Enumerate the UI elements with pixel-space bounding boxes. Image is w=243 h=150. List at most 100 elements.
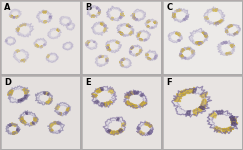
Polygon shape <box>24 95 28 99</box>
Polygon shape <box>145 19 158 29</box>
Polygon shape <box>129 31 133 35</box>
Polygon shape <box>49 123 54 127</box>
Polygon shape <box>17 129 19 131</box>
Polygon shape <box>179 47 195 60</box>
Polygon shape <box>181 48 184 52</box>
Polygon shape <box>92 86 117 107</box>
Polygon shape <box>13 17 15 18</box>
Polygon shape <box>129 45 143 56</box>
Polygon shape <box>130 9 146 21</box>
Polygon shape <box>44 44 45 45</box>
Polygon shape <box>86 41 89 45</box>
Polygon shape <box>48 28 61 39</box>
Polygon shape <box>57 29 60 31</box>
Polygon shape <box>119 32 123 35</box>
Polygon shape <box>215 22 219 25</box>
Polygon shape <box>176 32 181 36</box>
Polygon shape <box>9 9 21 18</box>
Polygon shape <box>140 132 144 135</box>
Polygon shape <box>121 64 124 66</box>
Polygon shape <box>45 92 48 95</box>
Polygon shape <box>54 122 60 124</box>
Polygon shape <box>150 130 153 132</box>
Polygon shape <box>119 61 122 63</box>
Polygon shape <box>9 124 11 126</box>
Polygon shape <box>6 123 20 135</box>
Polygon shape <box>146 50 158 61</box>
Text: A: A <box>4 3 11 12</box>
Polygon shape <box>13 49 29 62</box>
Polygon shape <box>8 86 30 103</box>
Polygon shape <box>130 51 132 53</box>
Polygon shape <box>132 16 136 20</box>
Polygon shape <box>216 20 223 24</box>
Polygon shape <box>137 127 140 129</box>
Polygon shape <box>35 44 39 47</box>
Polygon shape <box>59 130 61 132</box>
Polygon shape <box>104 101 113 107</box>
Polygon shape <box>91 21 108 35</box>
Polygon shape <box>221 42 224 44</box>
Polygon shape <box>121 123 126 126</box>
Polygon shape <box>186 16 189 18</box>
Polygon shape <box>66 108 70 111</box>
Text: B: B <box>85 3 92 12</box>
Polygon shape <box>32 122 35 124</box>
Polygon shape <box>67 24 69 25</box>
Polygon shape <box>180 54 183 58</box>
Polygon shape <box>225 30 228 33</box>
Polygon shape <box>198 42 203 45</box>
Polygon shape <box>94 41 95 42</box>
Polygon shape <box>100 87 103 91</box>
Polygon shape <box>126 24 131 27</box>
Polygon shape <box>207 111 238 134</box>
Polygon shape <box>178 40 180 41</box>
Polygon shape <box>36 10 52 23</box>
Polygon shape <box>100 102 104 106</box>
Polygon shape <box>59 112 61 115</box>
Polygon shape <box>119 16 122 19</box>
Polygon shape <box>131 46 133 49</box>
Polygon shape <box>87 6 101 18</box>
Polygon shape <box>109 130 114 134</box>
Polygon shape <box>199 42 201 44</box>
Polygon shape <box>59 113 61 115</box>
Polygon shape <box>121 59 123 61</box>
Polygon shape <box>127 91 132 96</box>
Polygon shape <box>14 131 18 134</box>
Polygon shape <box>8 91 13 95</box>
Polygon shape <box>111 17 113 20</box>
Polygon shape <box>35 91 52 105</box>
Polygon shape <box>133 104 138 108</box>
Polygon shape <box>139 49 142 52</box>
Polygon shape <box>46 100 51 104</box>
Polygon shape <box>231 118 238 124</box>
Polygon shape <box>229 116 236 121</box>
Polygon shape <box>20 119 26 123</box>
Polygon shape <box>108 89 114 93</box>
Polygon shape <box>204 33 207 34</box>
Polygon shape <box>98 11 101 14</box>
Polygon shape <box>95 55 109 67</box>
Polygon shape <box>59 123 61 125</box>
Polygon shape <box>168 31 182 43</box>
Polygon shape <box>231 118 236 123</box>
Polygon shape <box>104 27 107 32</box>
Polygon shape <box>48 121 64 134</box>
Polygon shape <box>120 58 131 68</box>
Polygon shape <box>202 32 208 37</box>
Polygon shape <box>117 118 119 121</box>
Polygon shape <box>214 21 220 24</box>
Polygon shape <box>135 18 138 20</box>
Polygon shape <box>191 50 195 54</box>
Polygon shape <box>199 106 205 110</box>
Polygon shape <box>137 121 153 136</box>
Polygon shape <box>87 41 90 42</box>
Polygon shape <box>54 102 71 116</box>
Polygon shape <box>20 117 25 123</box>
Polygon shape <box>186 48 190 50</box>
Polygon shape <box>105 58 108 62</box>
Polygon shape <box>214 127 221 133</box>
Polygon shape <box>203 33 207 37</box>
Polygon shape <box>139 39 143 41</box>
